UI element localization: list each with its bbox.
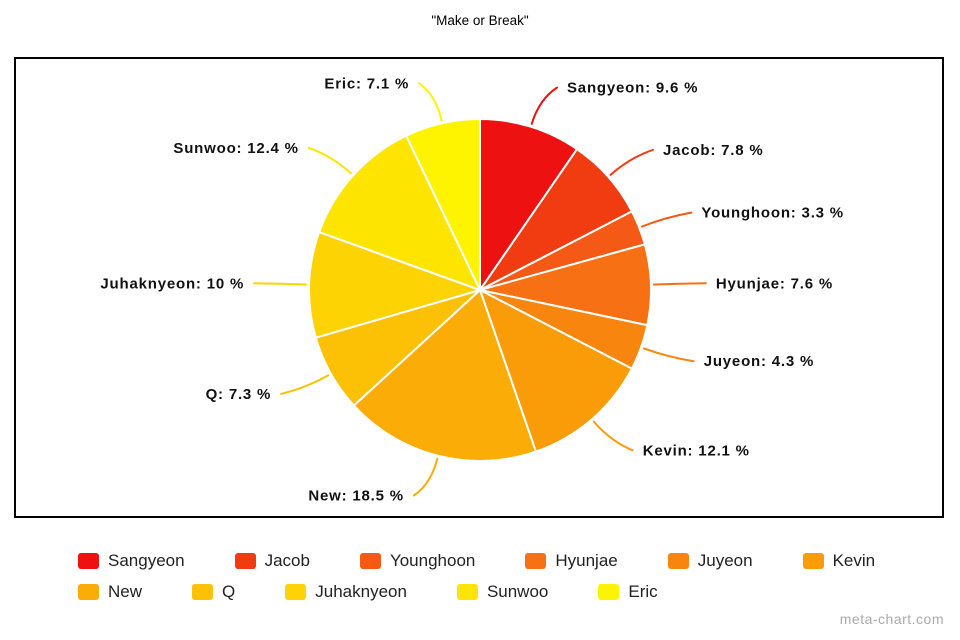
pie-slice-juhaknyeon	[308, 231, 481, 339]
slice-label-sangyeon: Sangyeon: 9.6 %	[567, 80, 698, 97]
pie-slice-kevin	[479, 289, 633, 453]
slice-label-hyunjae: Hyunjae: 7.6 %	[716, 275, 833, 292]
legend-item-new: New	[78, 582, 142, 602]
leader-line-new	[412, 457, 439, 497]
slice-label-new: New: 18.5 %	[308, 488, 404, 505]
pie-slice-new	[352, 289, 537, 462]
chart-frame: Sangyeon: 9.6 % Jacob: 7.8 % Younghoon: 3.…	[14, 57, 944, 518]
legend-label: Hyunjae	[555, 550, 618, 570]
leader-line-juyeon	[642, 347, 695, 363]
pie-chart: Sangyeon: 9.6 % Jacob: 7.8 % Younghoon: 3.…	[100, 75, 844, 505]
leader-line-hyunjae	[652, 282, 707, 286]
leader-line-juhaknyeon	[253, 282, 308, 286]
chart-title: "Make or Break"	[431, 13, 529, 28]
leader-line-younghoon	[641, 211, 693, 228]
leader-line-jacob	[609, 148, 654, 176]
legend-row: Sangyeon Jacob Younghoon Hyunjae Juyeon Kevin	[78, 545, 925, 576]
leader-line-kevin	[592, 420, 634, 452]
legend-swatch-icon	[78, 583, 99, 600]
slice-label-eric: Eric: 7.1 %	[324, 75, 409, 92]
legend-item-eric: Eric	[598, 581, 658, 602]
slice-label-jacob: Jacob: 7.8 %	[663, 142, 763, 159]
slice-label-juhaknyeon: Juhaknyeon: 10 %	[100, 275, 244, 292]
legend-swatch-icon	[285, 583, 307, 600]
slice-label-juyeon: Juyeon: 4.3 %	[704, 353, 814, 370]
legend-item-juhaknyeon: Juhaknyeon	[285, 582, 407, 602]
leader-line-sunwoo	[307, 146, 352, 175]
slice-label-younghoon: Younghoon: 3.3 %	[701, 205, 844, 222]
slice-label-sunwoo: Sunwoo: 12.4 %	[173, 140, 298, 157]
leader-line-eric	[418, 82, 443, 122]
legend-label: Sangyeon	[108, 550, 185, 570]
legend-item-juyeon: Juyeon	[667, 550, 753, 571]
legend-swatch-icon	[525, 552, 547, 569]
legend-label: Juyeon	[697, 550, 753, 570]
legend-item-hyunjae: Hyunjae	[525, 550, 618, 571]
pie-slice-sunwoo	[318, 134, 481, 291]
leader-line-sangyeon	[530, 86, 558, 125]
watermark: meta-chart.com	[839, 611, 944, 627]
legend-swatch-icon	[359, 552, 381, 569]
legend-item-q: Q	[192, 582, 235, 602]
legend-swatch-icon	[802, 552, 824, 569]
legend-label: Sunwoo	[486, 581, 549, 601]
legend-label: Q	[222, 581, 236, 601]
legend-swatch-icon	[78, 552, 99, 569]
legend-item-kevin: Kevin	[802, 550, 876, 571]
legend-item-jacob: Jacob	[234, 550, 310, 571]
slice-label-kevin: Kevin: 12.1 %	[643, 442, 750, 459]
pie-slice-sangyeon	[479, 118, 578, 291]
legend-swatch-icon	[667, 552, 689, 569]
legend-item-younghoon: Younghoon	[359, 550, 476, 571]
legend: Sangyeon Jacob Younghoon Hyunjae Juyeon Kevin…	[78, 545, 925, 607]
legend-label: Juhaknyeon	[315, 581, 407, 601]
pie-slice-eric	[405, 117, 481, 291]
legend-swatch-icon	[234, 552, 256, 569]
legend-swatch-icon	[598, 583, 620, 600]
leader-line-q	[280, 374, 330, 395]
legend-swatch-icon	[192, 583, 214, 600]
legend-label: Jacob	[264, 550, 310, 570]
legend-swatch-icon	[456, 583, 478, 600]
slice-label-q: Q: 7.3 %	[206, 386, 272, 403]
legend-item-sangyeon: Sangyeon	[78, 551, 185, 571]
legend-label: Kevin	[832, 550, 876, 570]
legend-label: Eric	[628, 581, 658, 601]
legend-label: New	[108, 581, 143, 601]
legend-row: New Q Juhaknyeon Sunwoo Eric	[78, 576, 925, 607]
legend-label: Younghoon	[389, 550, 476, 570]
legend-item-sunwoo: Sunwoo	[456, 581, 549, 602]
